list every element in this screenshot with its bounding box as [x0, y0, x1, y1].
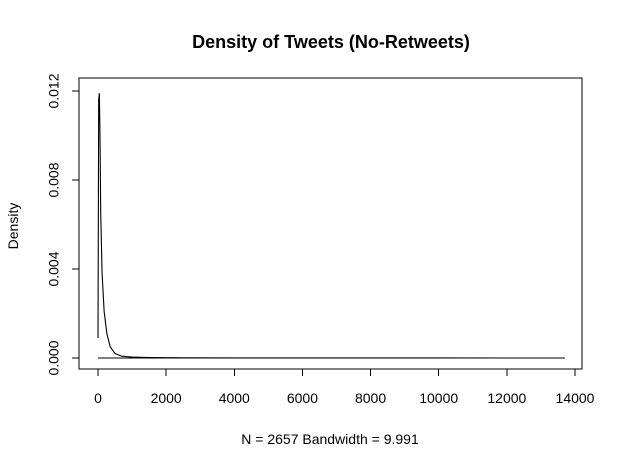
y-axis: 0.000 0.004 0.008 0.012	[46, 73, 80, 376]
y-axis-label: Density	[5, 203, 21, 250]
x-tick-label: 2000	[151, 390, 182, 406]
x-tick-label: 8000	[355, 390, 386, 406]
series-layer	[97, 93, 565, 359]
y-tick-label: 0.000	[46, 340, 62, 375]
x-tick-label: 10000	[419, 390, 458, 406]
x-tick-label: 6000	[287, 390, 318, 406]
y-tick-label: 0.008	[46, 162, 62, 197]
density-series-line	[97, 93, 565, 359]
y-tick-label: 0.004	[46, 251, 62, 286]
x-axis: 0 2000 4000 6000 8000 10000 12000 14000	[94, 368, 595, 406]
y-tick-label: 0.012	[46, 73, 62, 108]
chart-title: Density of Tweets (No-Retweets)	[192, 32, 470, 52]
x-tick-label: 12000	[487, 390, 526, 406]
x-tick-label: 0	[94, 390, 102, 406]
x-tick-label: 4000	[219, 390, 250, 406]
plot-frame	[78, 77, 583, 370]
x-axis-label: N = 2657 Bandwidth = 9.991	[241, 431, 419, 447]
x-tick-label: 14000	[556, 390, 595, 406]
